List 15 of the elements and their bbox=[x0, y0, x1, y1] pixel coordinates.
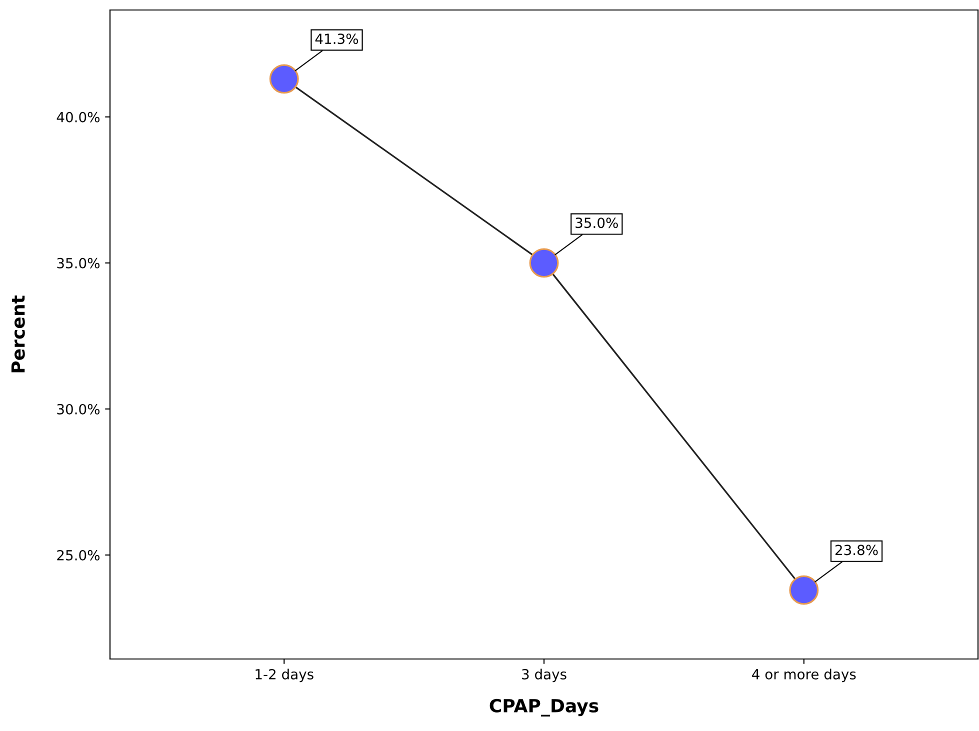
x-tick-label: 1-2 days bbox=[256, 668, 314, 682]
y-tick-label: 40.0% bbox=[56, 112, 100, 122]
x-axis-title: CPAP_Days bbox=[490, 698, 598, 716]
y-tick-label: 30.0% bbox=[57, 404, 100, 414]
y-axis-title: Percent bbox=[11, 296, 25, 372]
point bbox=[529, 248, 559, 278]
point bbox=[269, 64, 299, 94]
point bbox=[789, 575, 819, 605]
x-tick-label: 4 or more days bbox=[752, 668, 856, 682]
data-label: 41.3% bbox=[315, 34, 358, 44]
data-label: 35.0% bbox=[576, 218, 618, 228]
y-tick-label: 35.0% bbox=[57, 258, 100, 268]
y-tick-label: 25.0% bbox=[57, 550, 100, 560]
x-tick-label: 3 days bbox=[522, 668, 566, 682]
data-label: 23.8% bbox=[835, 544, 878, 556]
